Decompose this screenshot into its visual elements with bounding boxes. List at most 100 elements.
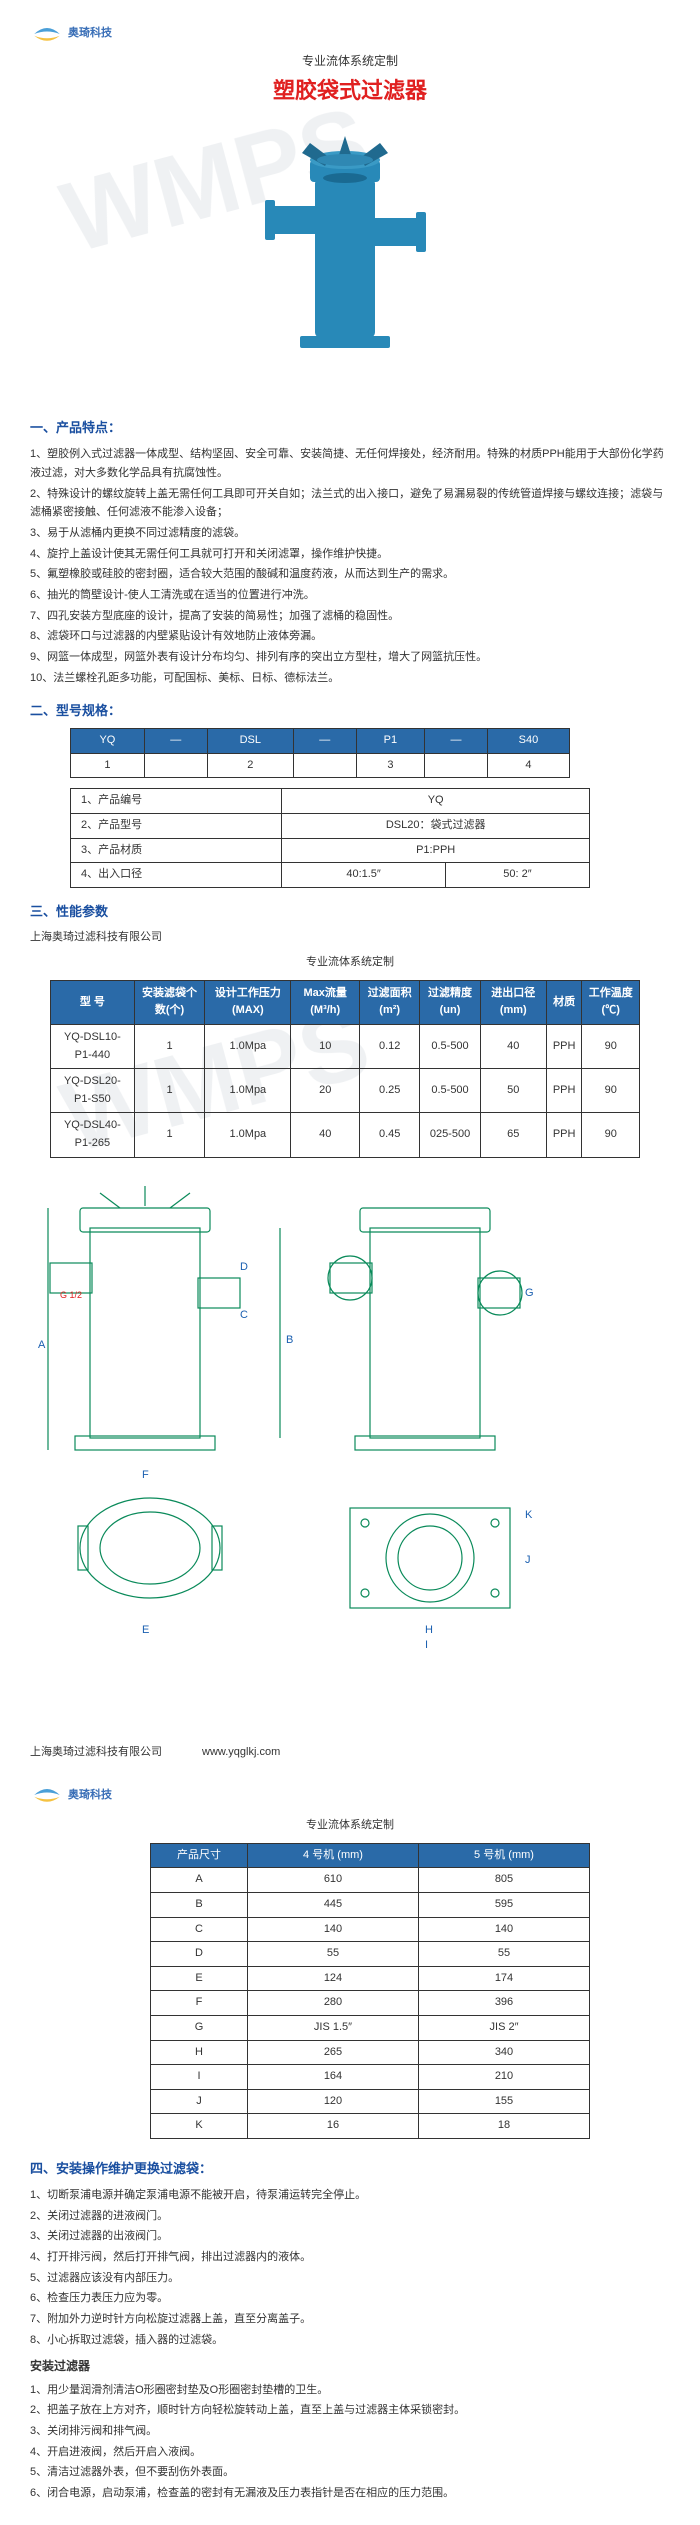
model-heading: 二、型号规格： xyxy=(30,701,670,722)
cell: — xyxy=(425,729,488,754)
cell: 140 xyxy=(419,1917,590,1942)
cell: 4、出入口径 xyxy=(71,863,282,888)
page-header: 奥琦科技 xyxy=(30,20,670,48)
install-item: 4、开启进液阀，然后开启入液阀。 xyxy=(30,2443,670,2462)
cell: 安装滤袋个数(个) xyxy=(134,980,205,1024)
cell: 155 xyxy=(419,2089,590,2114)
cell: JIS 1.5″ xyxy=(248,2016,419,2041)
cell: 1 xyxy=(71,753,145,778)
cell: 1.0Mpa xyxy=(205,1069,291,1113)
drawing-label: K xyxy=(525,1509,533,1521)
drawing-label: F xyxy=(142,1469,149,1481)
header-subtitle: 专业流体系统定制 xyxy=(30,52,670,71)
cell: D xyxy=(151,1942,248,1967)
cell: YQ-DSL40-P1-265 xyxy=(51,1113,135,1157)
cell: 设计工作压力(MAX) xyxy=(205,980,291,1024)
feature-item: 5、氟塑橡胶或硅胶的密封圈，适合较大范围的酸碱和温度药液，从而达到生产的需求。 xyxy=(30,565,670,584)
cell: 40 xyxy=(480,1024,546,1068)
cell: 16 xyxy=(248,2114,419,2139)
cell: 0.45 xyxy=(360,1113,420,1157)
cell: 55 xyxy=(419,1942,590,1967)
cell: 140 xyxy=(248,1917,419,1942)
cell: P1:PPH xyxy=(282,838,590,863)
install-item: 5、过滤器应该没有内部压力。 xyxy=(30,2269,670,2288)
drawing-label: E xyxy=(142,1624,149,1636)
feature-item: 3、易于从滤桶内更换不同过滤精度的滤袋。 xyxy=(30,524,670,543)
technical-drawing: G 1/2 G A B D C F J K H I E xyxy=(30,1178,590,1658)
cell: 1 xyxy=(134,1113,205,1157)
cell: 20 xyxy=(291,1069,360,1113)
features-heading: 一、产品特点： xyxy=(30,418,670,439)
cell: 3 xyxy=(356,753,424,778)
cell: 50: 2″ xyxy=(445,863,589,888)
cell: Max流量(M³/h) xyxy=(291,980,360,1024)
feature-item: 9、网篮一体成型，网篮外表有设计分布均匀、排列有序的突出立方型柱，增大了网篮抗压… xyxy=(30,648,670,667)
cell xyxy=(425,753,488,778)
cell: 工作温度(℃) xyxy=(582,980,640,1024)
cell: 805 xyxy=(419,1868,590,1893)
features-list: 1、塑胶例入式过滤器一体成型、结构坚固、安全可靠、安装简捷、无任何焊接处，经济耐… xyxy=(30,445,670,687)
drawing-label: A xyxy=(38,1339,46,1351)
install-item: 2、关闭过滤器的进液阀门。 xyxy=(30,2207,670,2226)
cell: 5 号机 (mm) xyxy=(419,1843,590,1868)
cell: 1.0Mpa xyxy=(205,1113,291,1157)
feature-item: 1、塑胶例入式过滤器一体成型、结构坚固、安全可靠、安装简捷、无任何焊接处，经济耐… xyxy=(30,445,670,482)
cell: C xyxy=(151,1917,248,1942)
install-item: 5、清洁过滤器外表，但不要刮伤外表面。 xyxy=(30,2463,670,2482)
cell: I xyxy=(151,2065,248,2090)
dim-subtitle: 专业流体系统定制 xyxy=(30,1817,670,1835)
cell: 90 xyxy=(582,1113,640,1157)
product-image xyxy=(230,118,470,398)
install-list: 1、切断泵浦电源并确定泵浦电源不能被开启，待泵浦运转完全停止。2、关闭过滤器的进… xyxy=(30,2186,670,2350)
cell: 340 xyxy=(419,2040,590,2065)
cell: 174 xyxy=(419,1966,590,1991)
cell: 过滤面积(m²) xyxy=(360,980,420,1024)
drawing-label: G xyxy=(525,1287,534,1299)
feature-item: 8、滤袋环口与过滤器的内壁紧贴设计有效地防止液体旁漏。 xyxy=(30,627,670,646)
footer-row: 上海奥琦过滤科技有限公司 www.yqglkj.com xyxy=(30,1744,670,1762)
model-desc-table: 1、产品编号YQ 2、产品型号DSL20：袋式过滤器 3、产品材质P1:PPH … xyxy=(70,788,590,887)
cell: PPH xyxy=(546,1024,582,1068)
cell: 型 号 xyxy=(51,980,135,1024)
cell: JIS 2″ xyxy=(419,2016,590,2041)
cell: 2、产品型号 xyxy=(71,814,282,839)
cell: PPH xyxy=(546,1113,582,1157)
feature-item: 6、抽光的筒壁设计-使人工清洗或在适当的位置进行冲洗。 xyxy=(30,586,670,605)
logo: 奥琦科技 xyxy=(30,1781,112,1809)
install-item: 1、用少量润滑剂清洁O形圈密封垫及O形圈密封垫槽的卫生。 xyxy=(30,2381,670,2400)
cell: 595 xyxy=(419,1893,590,1918)
cell: — xyxy=(293,729,356,754)
main-title: 塑胶袋式过滤器 xyxy=(30,73,670,108)
performance-table: 型 号 安装滤袋个数(个) 设计工作压力(MAX) Max流量(M³/h) 过滤… xyxy=(50,980,640,1158)
cell: 025-500 xyxy=(420,1113,480,1157)
cell: 0.5-500 xyxy=(420,1024,480,1068)
cell: 3、产品材质 xyxy=(71,838,282,863)
cell: 120 xyxy=(248,2089,419,2114)
cell: 445 xyxy=(248,1893,419,1918)
cell: 90 xyxy=(582,1069,640,1113)
logo-icon xyxy=(30,1781,64,1809)
cell: 65 xyxy=(480,1113,546,1157)
install-item: 8、小心拆取过滤袋，插入器的过滤袋。 xyxy=(30,2331,670,2350)
cell: A xyxy=(151,1868,248,1893)
cell: H xyxy=(151,2040,248,2065)
cell: YQ xyxy=(71,729,145,754)
drawing-label: H xyxy=(425,1624,433,1636)
cell: DSL20：袋式过滤器 xyxy=(282,814,590,839)
cell: J xyxy=(151,2089,248,2114)
cell: S40 xyxy=(487,729,569,754)
logo-text: 奥琦科技 xyxy=(68,25,112,43)
install-item: 4、打开排污阀，然后打开排气阀，排出过滤器内的液体。 xyxy=(30,2248,670,2267)
footer-url: www.yqglkj.com xyxy=(202,1744,280,1762)
cell: F xyxy=(151,1991,248,2016)
install-item: 3、关闭排污阀和排气阀。 xyxy=(30,2422,670,2441)
cell: DSL xyxy=(207,729,293,754)
cell: G xyxy=(151,2016,248,2041)
cell: 1、产品编号 xyxy=(71,789,282,814)
cell: P1 xyxy=(356,729,424,754)
cell: 164 xyxy=(248,2065,419,2090)
perf-heading: 三、性能参数 xyxy=(30,902,670,923)
cell: 50 xyxy=(480,1069,546,1113)
install-list-2: 1、用少量润滑剂清洁O形圈密封垫及O形圈密封垫槽的卫生。2、把盖子放在上方对齐，… xyxy=(30,2381,670,2503)
install-item: 7、附加外力逆时针方向松旋过滤器上盖，直至分离盖子。 xyxy=(30,2310,670,2329)
